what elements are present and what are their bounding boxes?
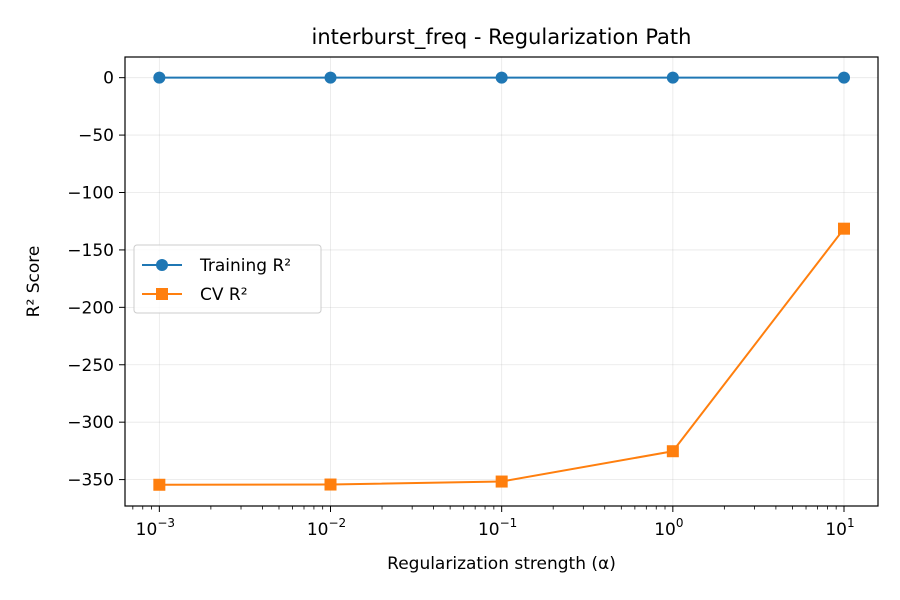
data-point xyxy=(324,478,337,491)
x-tick-label-exponent: 1 xyxy=(847,516,855,530)
legend: Training R² CV R² xyxy=(133,244,322,314)
y-tick-label: 0 xyxy=(103,69,114,89)
x-axis-label: Regularization strength (α) xyxy=(387,554,616,574)
legend-label-cv: CV R² xyxy=(200,285,248,305)
x-tick-label: 101 xyxy=(825,516,854,540)
x-tick-label: 100 xyxy=(654,516,683,540)
legend-box xyxy=(133,244,322,314)
y-tick-label: −350 xyxy=(67,471,114,491)
x-tick-label-base: 10 xyxy=(307,520,329,540)
data-point xyxy=(495,71,508,84)
x-tick-label: 10−3 xyxy=(136,516,175,540)
data-point xyxy=(324,71,337,84)
x-tick-label-exponent: 0 xyxy=(676,516,684,530)
x-tick-label-exponent: −1 xyxy=(500,516,518,530)
legend-label-training: Training R² xyxy=(199,256,291,276)
x-tick-label: 10−2 xyxy=(307,516,346,540)
x-tick-label-base: 10 xyxy=(136,520,158,540)
data-point xyxy=(837,71,850,84)
data-point xyxy=(666,445,679,458)
y-tick-label: −150 xyxy=(67,241,114,261)
y-tick-label: −300 xyxy=(67,413,114,433)
x-tick-label-exponent: −2 xyxy=(328,516,346,530)
data-point xyxy=(153,478,166,491)
y-tick-label: −250 xyxy=(67,356,114,376)
x-tick-label-base: 10 xyxy=(825,520,847,540)
legend-swatch-cv-marker xyxy=(156,288,168,300)
data-point xyxy=(837,222,850,235)
legend-swatch-training-marker xyxy=(156,259,168,271)
chart-title: interburst_freq - Regularization Path xyxy=(312,25,692,50)
x-tick-label: 10−1 xyxy=(478,516,517,540)
grid xyxy=(125,57,878,506)
x-tick-label-exponent: −3 xyxy=(157,516,175,530)
series-layer xyxy=(153,71,850,491)
data-point xyxy=(666,71,679,84)
data-point xyxy=(495,475,508,488)
x-tick-label-base: 10 xyxy=(654,520,676,540)
x-tick-label-base: 10 xyxy=(478,520,500,540)
y-tick-label: −100 xyxy=(67,184,114,204)
y-tick-label: −50 xyxy=(78,126,114,146)
y-axis-label: R² Score xyxy=(24,246,44,318)
y-tick-label: −200 xyxy=(67,298,114,318)
data-point xyxy=(153,71,166,84)
